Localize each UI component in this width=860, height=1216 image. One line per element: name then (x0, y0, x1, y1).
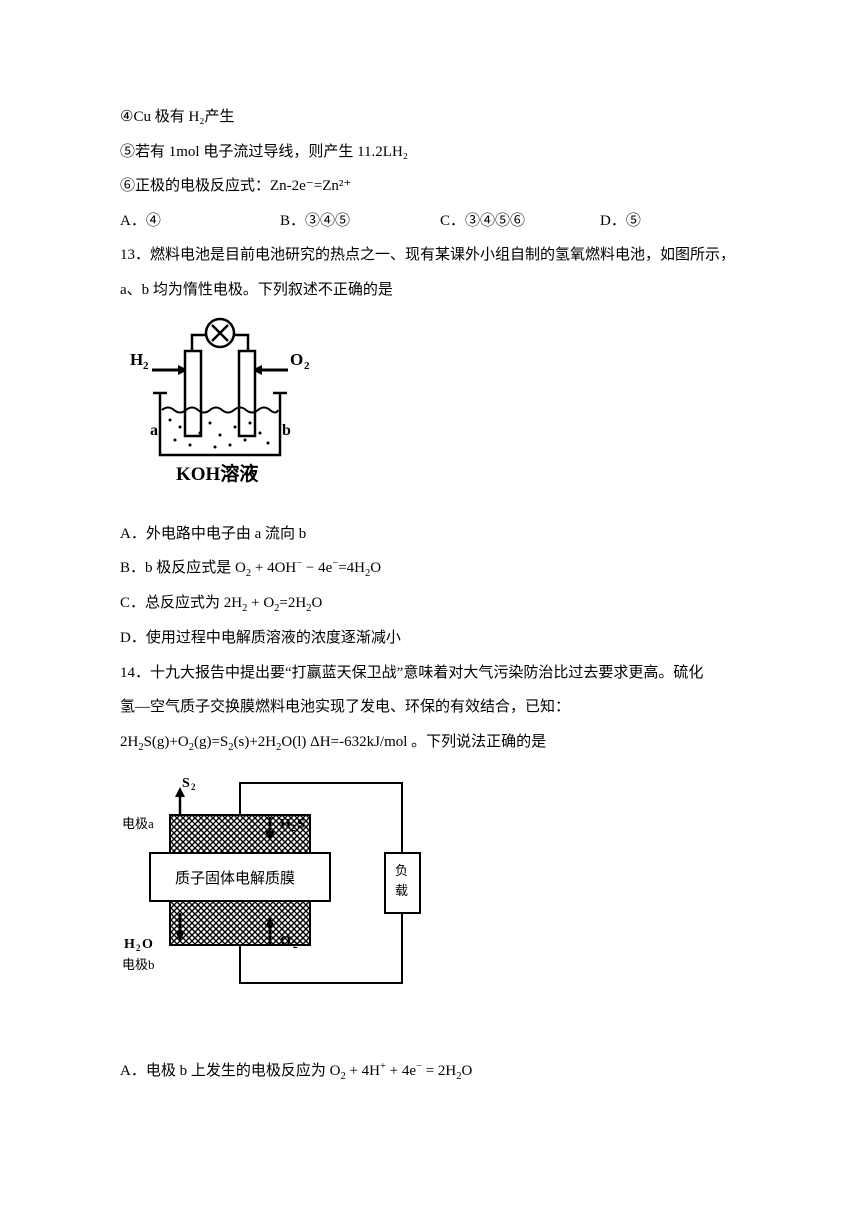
fuel-cell-diagram-2: S 2 电极a H 2 S 质子固体电解质膜 负 载 (120, 768, 740, 1017)
q13-stem-line1: 13．燃料电池是目前电池研究的热点之一、现有某课外小组自制的氢氧燃料电池，如图所… (120, 238, 740, 273)
svg-text:电极b: 电极b (122, 957, 155, 972)
q12-option-b: B．③④⑤ (280, 204, 440, 239)
svg-text:O: O (290, 350, 303, 369)
svg-text:载: 载 (395, 883, 408, 898)
q14-stem-line2: 氢—空气质子交换膜燃料电池实现了发电、环保的有效结合，已知： (120, 690, 740, 725)
q13-option-d: D．使用过程中电解质溶液的浓度逐渐减小 (120, 621, 740, 656)
svg-text:O: O (280, 934, 291, 949)
svg-text:电极a: 电极a (122, 816, 154, 831)
svg-text:2: 2 (304, 360, 310, 372)
svg-text:H: H (130, 350, 143, 369)
svg-text:H: H (124, 937, 135, 952)
q14-equation: 2H2S(g)+O2(g)=S2(s)+2H2O(l) ΔH=-632kJ/mo… (120, 725, 740, 760)
svg-text:a: a (150, 422, 158, 439)
fuel-cell-diagram-1: H 2 O 2 a b KOH溶液 (120, 315, 740, 509)
q12-option-d: D．⑤ (600, 204, 700, 239)
svg-text:2: 2 (136, 943, 141, 953)
statement-4: ④Cu 极有 H₂产生 (120, 100, 740, 135)
q14-option-a: A．电极 b 上发生的电极反应为 O2 + 4H+ + 4e− = 2H2O (120, 1054, 740, 1089)
q13-option-b: B．b 极反应式是 O2 + 4OH− − 4e−=4H2O (120, 551, 740, 586)
svg-text:S: S (182, 776, 190, 791)
q13-stem-line2: a、b 均为惰性电极。下列叙述不正确的是 (120, 273, 740, 308)
svg-text:b: b (282, 422, 291, 439)
q12-option-a: A．④ (120, 204, 280, 239)
svg-text:O: O (142, 937, 153, 952)
svg-text:负: 负 (395, 863, 408, 878)
statement-6: ⑥正极的电极反应式：Zn-2e⁻=Zn²⁺ (120, 169, 740, 204)
q13-option-c: C．总反应式为 2H2 + O2=2H2O (120, 586, 740, 621)
svg-text:2: 2 (191, 782, 196, 792)
svg-text:质子固体电解质膜: 质子固体电解质膜 (175, 870, 295, 887)
svg-text:2: 2 (293, 940, 298, 950)
q14-stem-line1: 14．十九大报告中提出要“打赢蓝天保卫战”意味着对大气污染防治比过去要求更高。硫… (120, 656, 740, 691)
svg-text:KOH溶液: KOH溶液 (176, 462, 259, 485)
svg-text:S: S (297, 817, 305, 832)
q12-options: A．④ B．③④⑤ C．③④⑤⑥ D．⑤ (120, 204, 740, 239)
q12-option-c: C．③④⑤⑥ (440, 204, 600, 239)
svg-text:H: H (280, 817, 291, 832)
svg-text:2: 2 (291, 823, 296, 833)
svg-text:2: 2 (143, 360, 149, 372)
statement-5: ⑤若有 1mol 电子流过导线，则产生 11.2LH₂ (120, 135, 740, 170)
q13-option-a: A．外电路中电子由 a 流向 b (120, 517, 740, 552)
